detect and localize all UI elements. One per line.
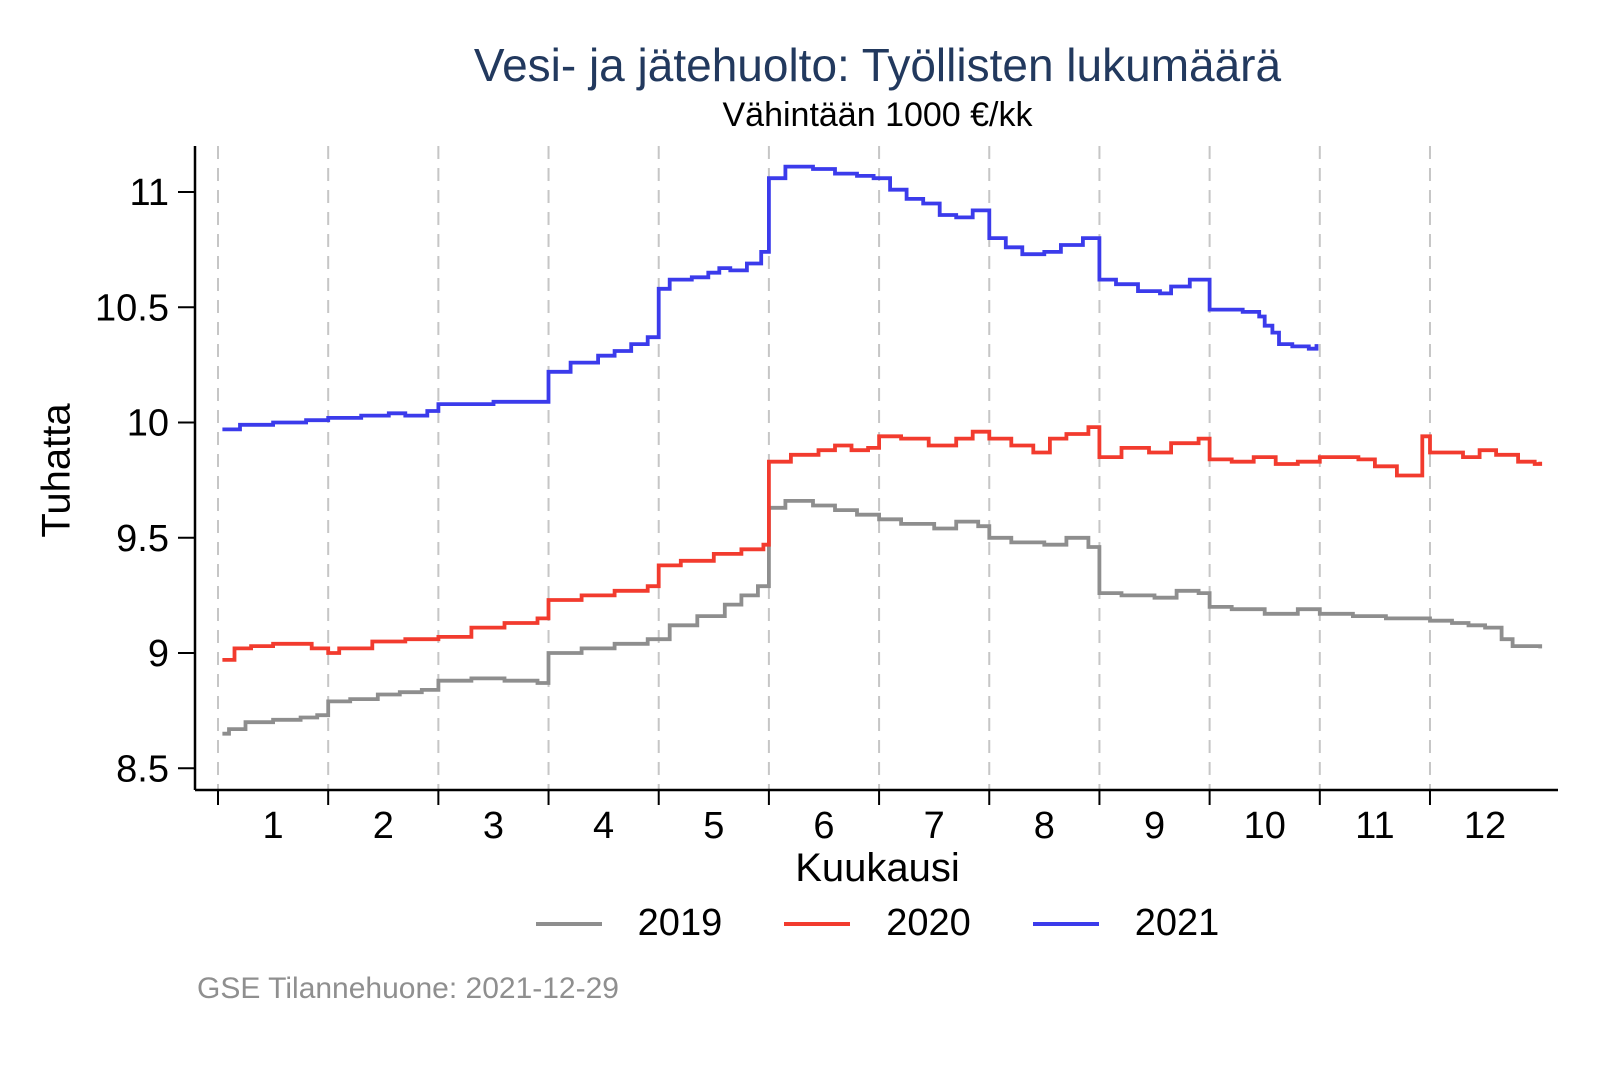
legend-item-2021: 2021 — [1032, 902, 1220, 945]
x-tick-label: 2 — [373, 805, 394, 847]
legend-item-2020: 2020 — [784, 902, 971, 945]
legend-line-2019 — [535, 921, 602, 926]
page-title: Vesi- ja jätehuolto: Työllisten lukumäär… — [473, 39, 1282, 91]
x-tick-label: 11 — [1355, 805, 1394, 847]
legend-label-2019: 2019 — [637, 902, 723, 944]
y-tick-label: 9 — [148, 633, 169, 675]
x-tick-label: 3 — [483, 805, 504, 847]
y-tick-label: 9.5 — [116, 518, 169, 560]
chart-subtitle: Vähintään 1000 €/kk — [722, 96, 1033, 134]
x-tick-label: 7 — [924, 805, 945, 847]
legend-label-2020: 2020 — [886, 902, 971, 944]
y-tick-label: 10 — [127, 403, 169, 445]
series-line-2020 — [222, 425, 1543, 662]
x-tick-label: 5 — [703, 805, 724, 847]
x-tick-label: 4 — [593, 805, 614, 847]
x-tick-label: 6 — [813, 805, 834, 847]
y-tick-label: 10.5 — [95, 287, 169, 329]
legend-label-2021: 2021 — [1134, 902, 1220, 944]
x-tick-label: 8 — [1034, 805, 1055, 847]
series-line-2021 — [222, 164, 1319, 432]
x-tick-label: 9 — [1144, 805, 1165, 847]
y-tick-label: 8.5 — [116, 748, 169, 790]
legend: 2019 2020 2021 — [195, 902, 1560, 945]
x-tick-label: 10 — [1244, 805, 1286, 847]
source-caption: GSE Tilannehuone: 2021-12-29 — [197, 972, 619, 1005]
x-axis-title: Kuukausi — [795, 846, 960, 890]
y-tick-label: 11 — [130, 172, 169, 214]
x-tick-label: 1 — [263, 805, 284, 847]
legend-item-2019: 2019 — [535, 902, 723, 945]
series-line-2019 — [222, 499, 1543, 736]
x-tick-label: 12 — [1464, 805, 1506, 847]
legend-line-2020 — [784, 921, 851, 926]
legend-line-2021 — [1032, 921, 1099, 926]
y-axis-title: Tuhatta — [34, 403, 79, 538]
